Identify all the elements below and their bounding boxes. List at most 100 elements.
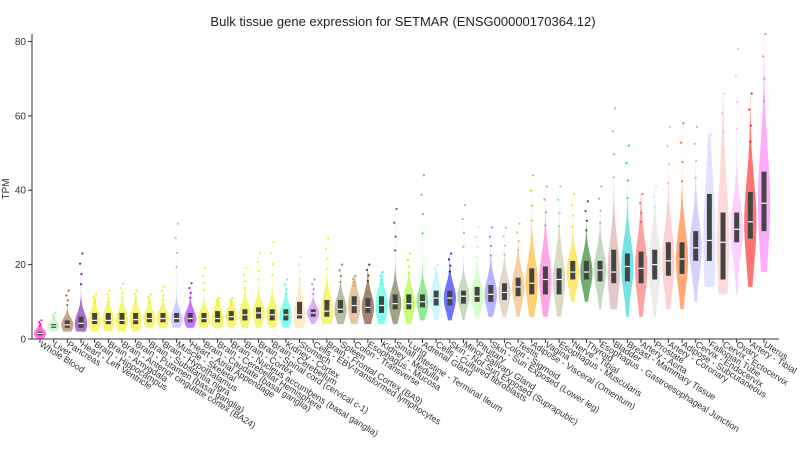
violin-group — [566, 192, 579, 302]
outlier-point — [462, 245, 465, 248]
violin-body[interactable] — [744, 93, 757, 287]
violin-body[interactable] — [402, 253, 415, 325]
iqr-box — [146, 312, 152, 323]
outlier-point — [175, 251, 179, 254]
outlier-point — [394, 235, 397, 238]
violin-body[interactable] — [197, 268, 211, 328]
outlier-point — [298, 277, 301, 281]
violins — [33, 32, 771, 339]
violin-body[interactable] — [61, 290, 74, 332]
outlier-point — [422, 174, 425, 177]
violin-body[interactable] — [512, 223, 525, 317]
outlier-point — [122, 282, 125, 285]
violin-group — [211, 296, 224, 328]
outlier-point — [393, 221, 396, 224]
violin-body[interactable] — [334, 264, 347, 325]
violin-body[interactable] — [252, 253, 265, 328]
outlier-point — [735, 127, 738, 130]
violin-body[interactable] — [143, 294, 156, 328]
violin-body[interactable] — [498, 227, 511, 317]
violin-body[interactable] — [443, 253, 456, 321]
outlier-point — [52, 317, 55, 320]
iqr-box — [351, 296, 357, 313]
violin-body[interactable] — [662, 127, 675, 310]
violin-body[interactable] — [730, 48, 743, 295]
outlier-point — [188, 286, 191, 290]
outlier-point — [585, 219, 588, 222]
violin-body[interactable] — [266, 242, 279, 328]
outlier-point — [435, 271, 438, 275]
violin-group — [320, 237, 333, 325]
chart-title: Bulk tissue gene expression for SETMAR (… — [210, 14, 595, 29]
outlier-point — [476, 255, 479, 258]
violin-body[interactable] — [115, 283, 129, 332]
outlier-point — [272, 241, 275, 244]
outlier-point — [680, 141, 683, 144]
outlier-point — [119, 286, 123, 290]
violin-group — [443, 252, 456, 321]
violin-body[interactable] — [484, 227, 497, 317]
violin-body[interactable] — [580, 201, 593, 302]
outlier-point — [653, 216, 656, 219]
outlier-point — [286, 278, 289, 281]
violin-body[interactable] — [607, 108, 620, 310]
outlier-point — [215, 299, 218, 302]
violin-body[interactable] — [361, 264, 374, 325]
outlier-point — [66, 304, 69, 307]
violin-body[interactable] — [47, 313, 60, 332]
violin-body[interactable] — [320, 238, 333, 325]
outlier-point — [368, 263, 371, 266]
violin-body[interactable] — [471, 227, 484, 317]
violin-body[interactable] — [279, 279, 292, 328]
violin-body[interactable] — [74, 253, 88, 332]
outlier-point — [338, 269, 341, 272]
iqr-box — [133, 312, 139, 325]
outlier-point — [107, 300, 110, 303]
violin-body[interactable] — [716, 93, 730, 295]
violin-body[interactable] — [129, 290, 142, 332]
outlier-point — [667, 182, 670, 185]
y-tick-label: 60 — [15, 111, 27, 122]
violin-body[interactable] — [33, 320, 47, 339]
iqr-box — [761, 171, 767, 232]
outlier-point — [120, 296, 124, 299]
outlier-point — [530, 219, 533, 222]
outlier-point — [121, 291, 124, 294]
violin-body[interactable] — [156, 286, 170, 328]
violin-body[interactable] — [593, 186, 607, 310]
outlier-point — [626, 179, 629, 182]
outlier-point — [558, 211, 561, 215]
violin-body[interactable] — [457, 205, 470, 321]
violin-body[interactable] — [170, 223, 183, 328]
violin-body[interactable] — [525, 175, 538, 317]
violin-group — [757, 32, 771, 272]
outlier-point — [189, 291, 192, 294]
violin-body[interactable] — [689, 127, 702, 302]
violin-body[interactable] — [307, 279, 320, 325]
violin-body[interactable] — [238, 268, 252, 328]
iqr-box — [501, 283, 507, 300]
outlier-point — [299, 256, 303, 259]
outlier-point — [162, 294, 165, 297]
iqr-box — [365, 298, 371, 313]
outlier-point — [749, 124, 752, 127]
violin-body[interactable] — [675, 123, 689, 310]
outlier-point — [614, 107, 617, 110]
violin-body[interactable] — [539, 186, 552, 317]
outlier-point — [38, 324, 42, 327]
violin-body[interactable] — [566, 193, 579, 302]
violin-body[interactable] — [184, 283, 197, 328]
violin-body[interactable] — [416, 175, 429, 321]
outlier-point — [53, 311, 57, 315]
violin-body[interactable] — [389, 208, 402, 325]
violin-body[interactable] — [757, 34, 771, 272]
outlier-point — [557, 198, 560, 201]
violin-group — [61, 289, 74, 332]
violin-group — [156, 285, 170, 328]
outlier-point — [216, 301, 220, 304]
violin-body[interactable] — [552, 186, 566, 317]
iqr-box — [119, 312, 125, 325]
violin-body[interactable] — [293, 257, 306, 328]
violin-body[interactable] — [621, 145, 634, 317]
violin-body[interactable] — [102, 290, 115, 332]
